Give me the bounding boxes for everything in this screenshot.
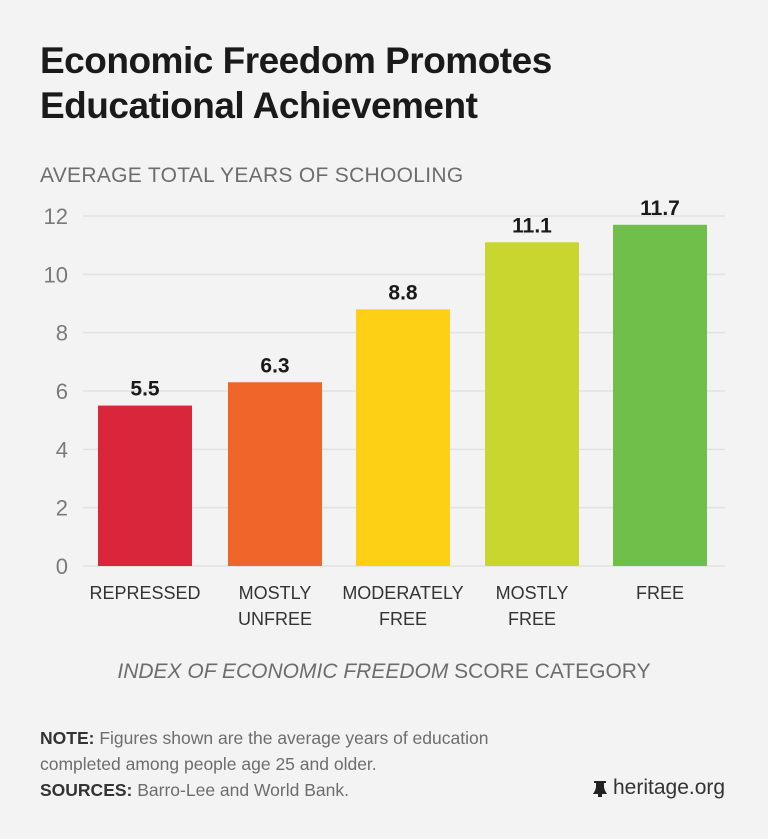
x-tick-label: FREE	[636, 583, 684, 603]
sources-body: Barro-Lee and World Bank.	[132, 780, 349, 800]
bar-chart: 0 2 4 6 8 10 12 5.5 REPRESSED 6.3 MOSTLY UNFREE 8.8 M…	[44, 197, 725, 629]
y-tick-label: 6	[56, 379, 68, 404]
x-tick-label: MOSTLY	[496, 583, 569, 603]
y-tick-label: 10	[44, 262, 68, 287]
note: NOTE: Figures shown are the average year…	[40, 725, 560, 803]
data-label: 11.7	[640, 197, 680, 220]
x-tick-label: REPRESSED	[89, 583, 200, 603]
title-line-1: Economic Freedom Promotes	[40, 40, 552, 81]
data-label: 6.3	[260, 354, 289, 377]
data-label: 8.8	[388, 281, 418, 304]
data-label: 11.1	[512, 214, 552, 237]
y-axis-label: AVERAGE TOTAL YEARS OF SCHOOLING	[40, 164, 464, 187]
sources-label: SOURCES:	[40, 780, 133, 800]
liberty-bell-icon	[593, 781, 607, 797]
sources-text: SOURCES: Barro-Lee and World Bank.	[40, 777, 560, 803]
bar	[613, 224, 707, 566]
y-tick-label: 12	[44, 204, 68, 229]
x-tick-label: MOSTLY	[239, 583, 312, 603]
x-tick-label: FREE	[379, 609, 427, 629]
bar	[485, 242, 579, 566]
y-tick-label: 4	[56, 437, 68, 462]
x-tick-label: FREE	[508, 609, 556, 629]
heritage-logo: heritage.org	[592, 776, 725, 800]
x-tick-label: UNFREE	[238, 609, 312, 629]
x-axis-label-italic: INDEX OF ECONOMIC FREEDOM	[117, 660, 449, 683]
logo-text: heritage.org	[613, 776, 726, 799]
x-tick-label: MODERATELY	[342, 583, 463, 603]
chart-title: Economic Freedom Promotes Educational Ac…	[40, 38, 552, 128]
note-text: NOTE: Figures shown are the average year…	[40, 725, 560, 777]
bar	[98, 405, 192, 566]
y-tick-label: 2	[56, 496, 68, 521]
data-label: 5.5	[130, 378, 160, 401]
bar	[228, 382, 322, 566]
y-tick-label: 8	[56, 321, 68, 346]
y-tick-label: 0	[56, 554, 68, 579]
x-axis-label: INDEX OF ECONOMIC FREEDOM SCORE CATEGORY	[0, 660, 768, 684]
title-line-2: Educational Achievement	[40, 85, 478, 126]
x-axis-label-rest: SCORE CATEGORY	[448, 660, 651, 683]
note-body: Figures shown are the average years of e…	[40, 728, 489, 774]
bar	[356, 309, 450, 566]
note-label: NOTE:	[40, 728, 95, 748]
